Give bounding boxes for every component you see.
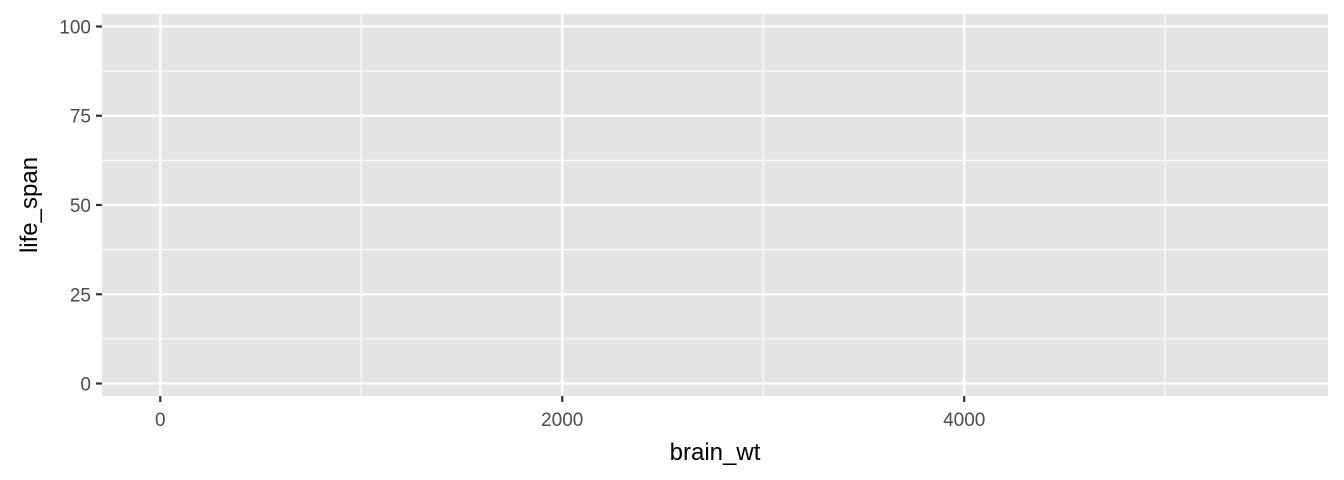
- x-axis: 0 2000 4000: [155, 396, 985, 431]
- y-tick-label: 25: [70, 285, 91, 306]
- x-tick-label: 2000: [541, 410, 583, 431]
- x-axis-title: brain_wt: [670, 439, 761, 466]
- y-axis: 0 25 50 75 100: [59, 17, 102, 396]
- y-tick-label: 50: [70, 196, 91, 217]
- x-tick-label: 0: [155, 410, 166, 431]
- y-tick-label: 0: [80, 375, 91, 396]
- x-tick-label: 4000: [943, 410, 985, 431]
- major-grid-lines: [102, 14, 1328, 396]
- y-axis-title: life_span: [16, 157, 43, 253]
- y-tick-label: 100: [59, 17, 91, 38]
- y-tick-label: 75: [70, 107, 91, 128]
